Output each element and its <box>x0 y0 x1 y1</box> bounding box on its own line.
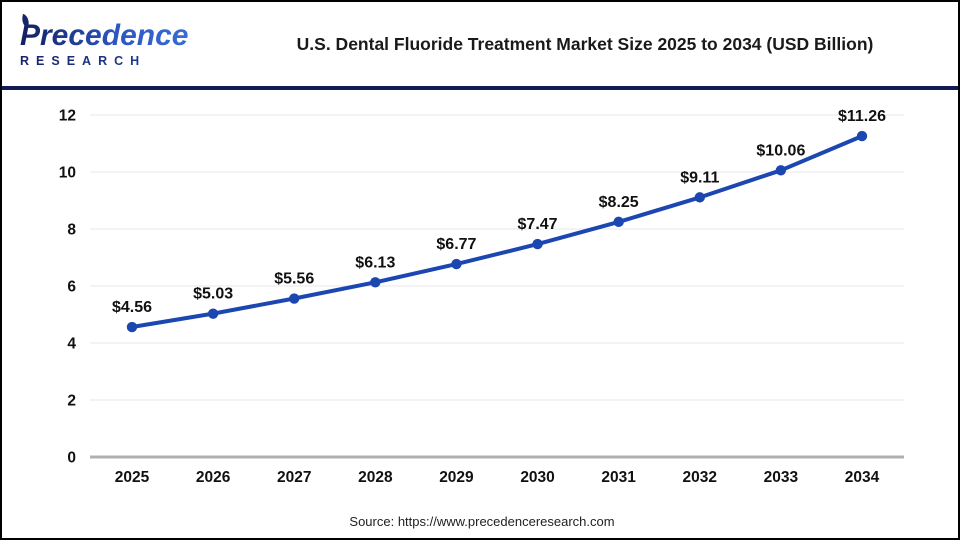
x-axis-tick-label: 2025 <box>115 469 150 486</box>
logo-name-text: Precedence <box>20 18 189 52</box>
data-point-label: $11.26 <box>838 108 886 125</box>
y-axis-tick-label: 2 <box>67 393 76 410</box>
data-point <box>856 130 868 142</box>
data-point <box>613 216 624 228</box>
data-point <box>532 238 543 250</box>
x-axis-tick-label: 2030 <box>520 469 554 486</box>
data-point-label: $9.11 <box>680 169 719 186</box>
logo-subtitle-text: RESEARCH <box>20 55 230 68</box>
x-axis-tick-label: 2031 <box>601 469 636 486</box>
logo-wordmark: Precedence <box>19 13 230 52</box>
x-axis-tick-label: 2026 <box>196 469 231 486</box>
y-axis-tick-label: 10 <box>59 165 76 182</box>
data-point <box>694 192 705 203</box>
data-point <box>207 308 219 319</box>
source-text: Source: https://www.precedenceresearch.c… <box>349 514 615 529</box>
x-axis-tick-label: 2032 <box>683 469 717 486</box>
y-axis-tick-label: 4 <box>67 336 76 353</box>
chart-title: U.S. Dental Fluoride Treatment Market Si… <box>296 33 874 54</box>
data-point-label: $6.13 <box>355 254 395 271</box>
data-point <box>289 293 300 304</box>
series-line <box>130 134 864 329</box>
data-point-label: $6.77 <box>436 236 476 253</box>
line-chart: 0 2 4 6 8 10 12 2025 2026 2027 2028 2029 2030 2031 203… <box>59 108 904 486</box>
data-point <box>775 165 787 176</box>
data-point <box>126 321 138 333</box>
y-axis-tick-label: 12 <box>59 108 76 125</box>
precedence-research-logo: Precedence RESEARCH <box>19 13 230 68</box>
data-point-label: $5.56 <box>274 271 314 288</box>
header-divider <box>2 86 958 90</box>
y-axis-tick-label: 0 <box>67 450 76 467</box>
data-point-label: $4.56 <box>112 299 152 316</box>
y-axis-tick-label: 6 <box>67 279 76 296</box>
data-point-label: $5.03 <box>193 286 233 303</box>
x-axis-tick-label: 2034 <box>845 469 880 486</box>
data-point-label: $10.06 <box>756 142 805 159</box>
title-container: U.S. Dental Fluoride Treatment Market Si… <box>230 34 940 55</box>
data-point <box>370 277 381 288</box>
chart-area: 0 2 4 6 8 10 12 2025 2026 2027 2028 2029 2030 2031 203… <box>2 90 958 538</box>
x-axis-tick-label: 2029 <box>439 469 474 486</box>
x-axis-tick-label: 2027 <box>277 469 311 486</box>
x-axis-tick-label: 2033 <box>764 469 799 486</box>
x-axis-tick-label: 2028 <box>358 469 393 486</box>
data-point-label: $7.47 <box>518 216 558 233</box>
data-point-label: $8.25 <box>599 194 639 211</box>
header: Precedence RESEARCH U.S. Dental Fluoride… <box>2 2 958 86</box>
data-point <box>451 258 462 270</box>
y-axis-tick-label: 8 <box>67 222 76 239</box>
